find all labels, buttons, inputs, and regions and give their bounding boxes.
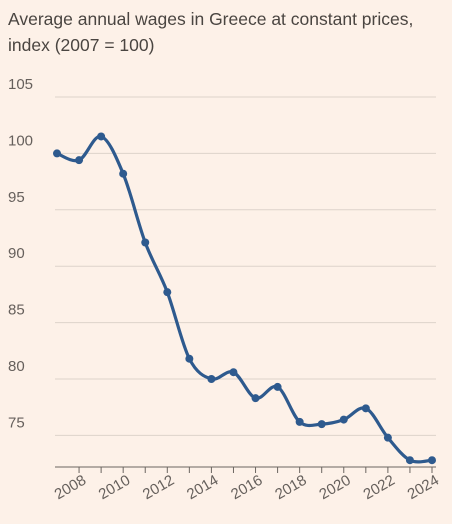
data-point-2023 bbox=[405, 456, 414, 465]
gridlines bbox=[55, 96, 436, 436]
y-tick-label-100: 100 bbox=[8, 132, 33, 149]
x-tick-label-2018: 2018 bbox=[272, 472, 309, 503]
series bbox=[53, 132, 436, 465]
data-point-2021 bbox=[361, 404, 370, 413]
y-axis-ticks: 75 80 85 90 95 100 105 bbox=[8, 76, 33, 431]
chart-title: Average annual wages in Greece at consta… bbox=[8, 6, 448, 58]
y-tick-label-90: 90 bbox=[8, 245, 25, 262]
chart-title-line-1: Average annual wages in Greece at consta… bbox=[8, 9, 414, 29]
data-point-2012 bbox=[163, 288, 172, 297]
y-tick-label-95: 95 bbox=[8, 189, 25, 206]
y-tick-label-85: 85 bbox=[8, 302, 25, 319]
x-tick-label-2022: 2022 bbox=[360, 472, 397, 503]
data-point-2014 bbox=[207, 375, 216, 383]
x-tick-label-2010: 2010 bbox=[96, 472, 133, 503]
x-tick-label-2012: 2012 bbox=[140, 472, 177, 503]
data-point-2018 bbox=[295, 417, 304, 426]
series-line-0 bbox=[55, 134, 434, 464]
y-tick-label-105: 105 bbox=[8, 76, 33, 93]
x-tick-label-2016: 2016 bbox=[228, 472, 265, 503]
data-point-2020 bbox=[339, 415, 348, 424]
data-point-2022 bbox=[383, 433, 392, 442]
data-point-2016 bbox=[251, 394, 260, 403]
data-point-2019 bbox=[317, 420, 326, 429]
data-point-2008 bbox=[75, 156, 84, 165]
data-point-2007 bbox=[53, 149, 61, 158]
x-axis: 2008 2010 2012 2014 2016 2018 2020 2022 2024 bbox=[52, 466, 442, 503]
data-point-2011 bbox=[141, 238, 150, 247]
x-tick-label-2008: 2008 bbox=[52, 472, 89, 503]
data-point-2013 bbox=[185, 354, 194, 363]
x-tick-label-2024: 2024 bbox=[405, 472, 442, 503]
data-point-2009 bbox=[97, 132, 106, 141]
x-tick-label-2020: 2020 bbox=[316, 472, 353, 503]
data-point-2024 bbox=[428, 456, 436, 465]
data-point-2015 bbox=[229, 368, 238, 377]
chart-title-line-2: index (2007 = 100) bbox=[8, 35, 155, 55]
data-point-2017 bbox=[273, 382, 282, 391]
y-tick-label-80: 80 bbox=[8, 358, 25, 375]
x-tick-label-2014: 2014 bbox=[184, 472, 221, 503]
y-tick-label-75: 75 bbox=[8, 414, 25, 431]
data-point-2010 bbox=[119, 169, 128, 178]
